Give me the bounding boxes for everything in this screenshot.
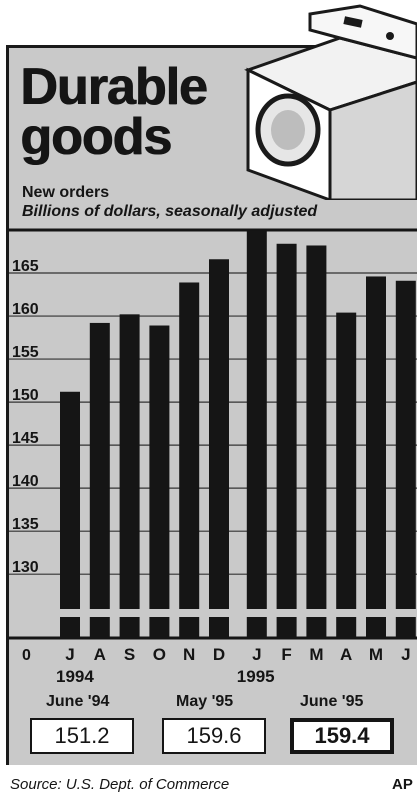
- x-tick-label: D: [213, 645, 225, 664]
- y-tick-label: 165: [12, 258, 39, 275]
- bar: [276, 243, 297, 638]
- highlight-value-1: 151.2: [30, 718, 134, 754]
- highlight-label-2: May '95: [176, 693, 234, 710]
- highlight-value-2: 159.6: [162, 718, 266, 754]
- x-tick-label: F: [281, 645, 291, 664]
- chart-subtitle: New orders: [22, 184, 110, 201]
- highlight-label-3: June '95: [300, 693, 364, 710]
- highlight-value-3: 159.4: [290, 718, 394, 754]
- x-tick-label: A: [94, 645, 106, 664]
- bar: [395, 280, 416, 638]
- chart-title: Durable goods: [20, 58, 208, 166]
- bar: [149, 325, 170, 638]
- source-note: Source: U.S. Dept. of Commerce: [10, 776, 230, 793]
- x-tick-label: J: [401, 645, 410, 664]
- washing-machine-icon: [244, 4, 417, 200]
- y-tick-label: 0: [22, 647, 31, 664]
- year-label: 1995: [237, 667, 275, 686]
- y-tick-label: 160: [12, 301, 39, 318]
- bar: [306, 245, 327, 638]
- x-tick-label: S: [124, 645, 135, 664]
- bar: [366, 276, 386, 638]
- x-tick-label: M: [309, 645, 323, 664]
- y-tick-label: 150: [12, 387, 39, 404]
- y-tick-label: 140: [12, 473, 39, 490]
- bar: [179, 282, 200, 638]
- credit: AP: [392, 776, 413, 793]
- bar: [246, 230, 267, 638]
- bar: [119, 314, 140, 638]
- year-label: 1994: [56, 667, 94, 686]
- y-tick-label: 145: [12, 430, 39, 447]
- bar: [336, 312, 357, 638]
- x-tick-label: N: [183, 645, 195, 664]
- x-tick-label: J: [252, 645, 261, 664]
- x-tick-label: A: [340, 645, 352, 664]
- highlight-label-1: June '94: [46, 693, 110, 710]
- y-tick-label: 155: [12, 344, 39, 361]
- y-tick-label: 130: [12, 559, 39, 576]
- bar: [60, 391, 80, 638]
- chart-units: Billions of dollars, seasonally adjusted: [22, 203, 318, 220]
- x-tick-label: M: [369, 645, 383, 664]
- x-tick-label: O: [153, 645, 166, 664]
- x-tick-label: J: [65, 645, 74, 664]
- y-tick-label: 135: [12, 516, 39, 533]
- axis-break: [9, 609, 417, 617]
- bar: [89, 322, 110, 638]
- bar: [209, 259, 229, 638]
